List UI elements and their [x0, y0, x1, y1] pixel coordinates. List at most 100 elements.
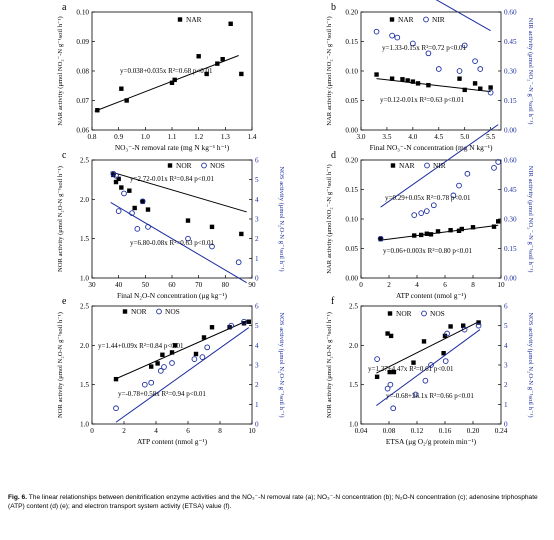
x-tick-label: 30: [88, 281, 96, 289]
regression-equation: y=0.29+0.05x R²=0.78 p<0.01: [385, 194, 471, 202]
data-point-nar: [419, 232, 424, 238]
regression-equation: y=1.37+4.47x R²=0.61 p<0.01: [368, 365, 454, 373]
data-point-nar: [196, 54, 201, 59]
y-tick-label: 0.08: [76, 68, 89, 76]
y2-axis-label: NOS activity (μmol N₂O-N g⁻¹soil h⁻¹): [278, 312, 285, 417]
data-point-nir: [430, 202, 437, 209]
data-point-nos: [387, 381, 394, 388]
y-tick-label: 0.07: [76, 97, 89, 105]
y2-tick-label: 1: [255, 401, 259, 409]
data-point-nos: [157, 368, 164, 374]
data-point-nos: [121, 190, 127, 197]
y2-tick-label: 0.30: [504, 216, 517, 224]
y2-tick-label: 0.60: [504, 157, 517, 165]
data-point-nor: [209, 224, 215, 230]
data-point-nos: [461, 326, 468, 333]
data-point-nos: [390, 405, 397, 412]
data-point-nar: [204, 71, 209, 77]
y-tick-label: 2.5: [80, 157, 89, 165]
data-point-nos: [148, 379, 155, 386]
legend-label: NIR: [432, 15, 445, 24]
x-tick-label: 0.16: [439, 427, 452, 435]
y2-tick-label: 2: [255, 381, 259, 389]
legend-marker: [201, 162, 207, 169]
caption-label: Fig. 6.: [8, 494, 28, 501]
x-tick-label: 3.0: [357, 133, 366, 141]
data-point-nos: [141, 381, 148, 388]
data-point-nos: [113, 172, 119, 179]
figure-six-panels: a 0.8 0.9 1.0 1.1 1.2 1.3 1.4 0.06 0.07 0.08 0.09 0.…: [57, 0, 534, 446]
x-tick-label: 50: [142, 281, 150, 289]
data-point-nos: [475, 322, 482, 329]
data-point-nar: [239, 71, 244, 77]
x-tick-label: 6: [186, 427, 190, 435]
y2-tick-label: 4: [255, 342, 259, 350]
fit-line-nor: [110, 171, 247, 213]
legend-label: NOR: [131, 307, 147, 316]
data-point-nor: [388, 333, 394, 339]
data-point-nos: [191, 356, 198, 362]
data-point-nor: [411, 360, 416, 365]
data-point-nar: [478, 86, 483, 91]
data-point-nos: [115, 208, 122, 214]
x-tick-label: 4.0: [408, 133, 417, 141]
data-point-nor: [201, 335, 207, 340]
data-point-nos: [384, 385, 391, 392]
y-axis-label: NAR activity (μmol NO₂⁻-N g⁻¹soil h⁻¹): [326, 16, 333, 125]
y2-axis-label: NIR activity (μmol NO₂⁻-N g⁻¹soil h⁻¹): [527, 18, 534, 125]
panel-b: b 3.0 3.5 4.0 4.5 5.0 5.5 0.00 0.05 0.10 0.15 0.20 0…: [326, 0, 534, 152]
x-tick-label: 5.0: [460, 133, 469, 141]
y-tick-label: 1.5: [349, 381, 358, 389]
x-tick-label: 0.04: [355, 427, 368, 435]
figure-caption: Fig. 6. The linear relationships between…: [8, 493, 546, 511]
data-point-nar: [491, 224, 497, 229]
y2-axis-label: NOS activity (μmol N₂O-N g⁻¹soil h⁻¹): [278, 166, 285, 271]
data-point-nar: [215, 61, 220, 66]
legend-marker: [122, 309, 128, 314]
legend-marker: [421, 310, 427, 317]
y-axis-label: NOR activity (μmol N₂O-N g⁻¹soil h⁻¹): [326, 312, 333, 418]
data-point-nor: [113, 179, 119, 185]
data-point-nar: [95, 108, 100, 113]
x-tick-label: 70: [195, 281, 203, 289]
y-tick-label: 0.10: [76, 9, 89, 17]
data-point-nos: [134, 225, 141, 232]
legend-label: NAR: [399, 161, 415, 170]
data-point-nor: [169, 350, 175, 355]
data-point-nos: [235, 259, 242, 266]
fit-line-nar: [376, 78, 491, 93]
x-tick-label: 4: [415, 281, 419, 289]
y-tick-label: 1.5: [80, 235, 89, 243]
y2-tick-label: 4: [504, 342, 508, 350]
data-point-nir: [495, 159, 502, 165]
legend-label: NIR: [433, 161, 446, 170]
x-tick-label: 0.8: [88, 133, 97, 141]
y-tick-label: 0.00: [345, 275, 358, 283]
x-tick-label: 0.20: [467, 427, 480, 435]
data-point-nar: [426, 82, 431, 88]
x-tick-label: 90: [248, 281, 256, 289]
legend-marker: [156, 308, 162, 315]
data-point-nar: [459, 226, 464, 232]
y-tick-label: 0.20: [345, 9, 358, 17]
legend-label: NOS: [210, 161, 225, 170]
y-tick-label: 2.0: [80, 342, 89, 350]
y-tick-label: 0.15: [345, 38, 358, 46]
data-point-nar: [435, 229, 441, 234]
data-point-nir: [450, 192, 457, 199]
y-tick-label: 0.10: [345, 68, 358, 76]
fit-line-nir: [380, 124, 499, 208]
y-tick-label: 1.0: [349, 421, 358, 429]
y2-tick-label: 0.00: [504, 127, 517, 135]
data-point-nor: [140, 199, 145, 204]
y-tick-label: 0.09: [76, 38, 89, 46]
data-point-nor: [132, 205, 137, 211]
data-point-nir: [377, 235, 384, 242]
panel-letter: d: [331, 150, 336, 161]
legend-marker: [424, 162, 430, 169]
data-point-nos: [129, 210, 135, 216]
x-tick-label: 40: [115, 281, 123, 289]
data-point-nar: [456, 228, 462, 233]
data-point-nar: [228, 21, 233, 26]
y2-tick-label: 6: [255, 303, 259, 311]
